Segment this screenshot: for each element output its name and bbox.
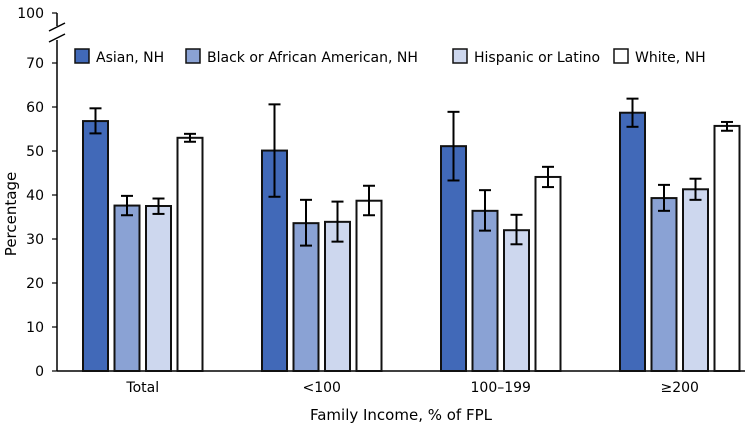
- legend-label: Hispanic or Latino: [474, 50, 600, 66]
- bar: [471, 209, 499, 372]
- y-tick-label: 70: [26, 56, 44, 72]
- y-tick-label: 10: [26, 320, 44, 336]
- x-tick-label: 100–199: [471, 380, 531, 396]
- legend-swatch: [452, 48, 468, 64]
- bar: [145, 205, 172, 372]
- x-tick-label: Total: [125, 380, 159, 396]
- x-axis-label: Family Income, % of FPL: [310, 406, 493, 424]
- bar: [176, 136, 204, 372]
- x-tick-label: <100: [303, 380, 341, 396]
- bar: [440, 145, 467, 372]
- bar: [113, 204, 141, 372]
- y-tick-label: 60: [26, 100, 44, 116]
- axis-break-mark: [48, 22, 66, 32]
- y-tick-label: 0: [35, 364, 44, 380]
- x-tick-label: ≥200: [661, 380, 699, 396]
- bar: [324, 220, 351, 372]
- legend-swatch: [185, 48, 201, 64]
- y-tick-label: 20: [26, 276, 44, 292]
- axes: 0 10 20 30 40 50 60 70 100 Total <100 100–199 ≥200: [17, 6, 745, 396]
- y-tick-label: 100: [17, 6, 44, 22]
- bars: [82, 97, 741, 372]
- bar: [534, 175, 562, 372]
- y-tick-label: 50: [26, 144, 44, 160]
- bar: [355, 199, 383, 372]
- bar: [682, 188, 709, 372]
- legend-swatch: [613, 48, 629, 64]
- legend-label: White, NH: [635, 50, 706, 66]
- legend: Asian, NH Black or African American, NH Hi…: [74, 48, 706, 66]
- legend-swatch: [74, 48, 90, 64]
- bar: [650, 197, 678, 372]
- legend-label: Asian, NH: [96, 50, 164, 66]
- bar: [82, 120, 109, 372]
- bar: [713, 124, 741, 372]
- legend-label: Black or African American, NH: [207, 50, 418, 66]
- axis-break-mark: [48, 33, 66, 43]
- y-tick-label: 40: [26, 188, 44, 204]
- y-tick-label: 30: [26, 232, 44, 248]
- bar: [619, 111, 646, 372]
- bar: [503, 229, 530, 372]
- y-axis-label: Percentage: [2, 172, 20, 256]
